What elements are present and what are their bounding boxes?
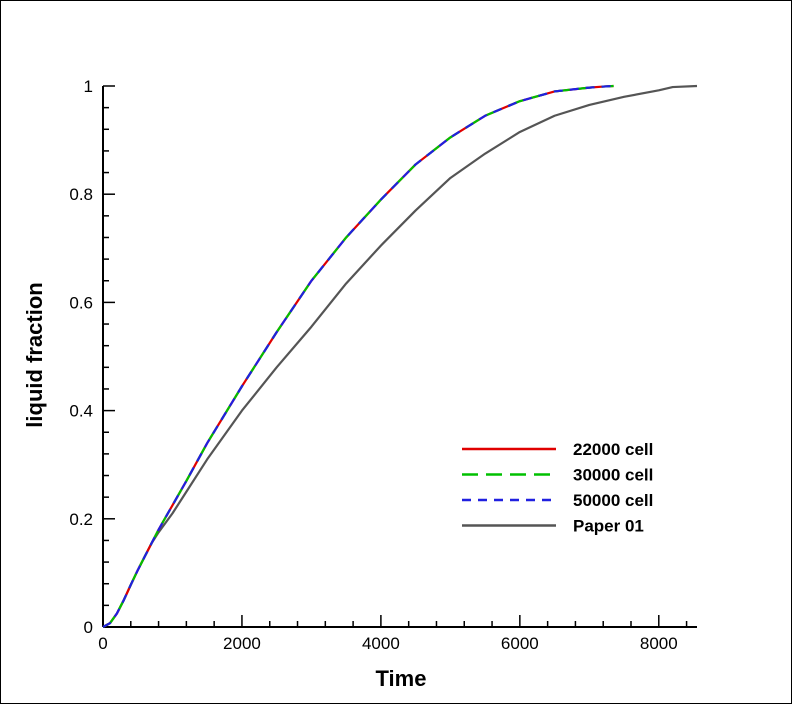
x-tick-label: 6000	[501, 634, 539, 653]
y-tick-label: 0.6	[69, 293, 93, 312]
x-tick-label: 2000	[223, 634, 261, 653]
x-tick-label: 4000	[362, 634, 400, 653]
legend-label: 30000 cell	[573, 466, 653, 485]
legend-label: 50000 cell	[573, 491, 653, 510]
y-tick-label: 1	[84, 77, 93, 96]
x-tick-label: 8000	[640, 634, 678, 653]
series-line-22000-cell	[102, 84, 614, 628]
legend-label: 22000 cell	[573, 440, 653, 459]
axes: 0 2000 4000 6000 8000 0 0.2 0.4 0.6 0.8 1	[69, 77, 697, 653]
y-tick-label: 0.4	[69, 402, 93, 421]
y-tick-label: 0.8	[69, 185, 93, 204]
y-axis-title: liquid fraction	[22, 282, 47, 427]
series-line-50000-cell	[102, 84, 614, 628]
y-tick-label: 0	[84, 618, 93, 637]
series-line-paper-01	[102, 84, 698, 628]
series-lines	[102, 84, 698, 628]
x-axis-title: Time	[376, 666, 427, 691]
series-line-30000-cell	[102, 84, 614, 628]
y-tick-label: 0.2	[69, 510, 93, 529]
legend: 22000 cell 30000 cell 50000 cell Paper 01	[462, 440, 653, 536]
x-tick-label: 0	[98, 634, 107, 653]
legend-label: Paper 01	[573, 517, 644, 536]
